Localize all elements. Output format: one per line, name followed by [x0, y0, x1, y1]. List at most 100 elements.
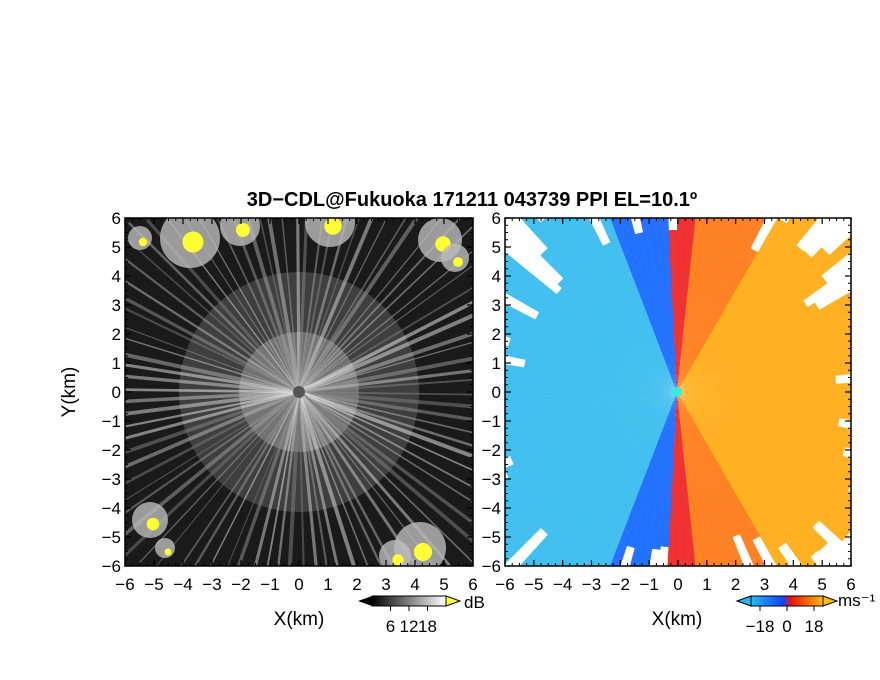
echo-patch: [155, 538, 175, 558]
reflectivity-streak: [298, 331, 473, 394]
velocity-wedge: [550, 218, 677, 392]
x-tick-label: −5: [144, 575, 163, 594]
velocity-wedge: [640, 218, 677, 392]
velocity-wedge: [677, 302, 820, 392]
reflectivity-streak: [281, 218, 300, 393]
velocity-wedge: [505, 392, 677, 448]
reflectivity-streak: [245, 218, 301, 393]
y-tick-label: −1: [482, 412, 501, 431]
reflectivity-streak: [231, 218, 301, 393]
velocity-wedge: [505, 392, 677, 420]
velocity-wedge: [677, 303, 851, 392]
reflectivity-streak: [125, 391, 300, 515]
velocity-wedge: [677, 392, 851, 411]
reflectivity-streak: [125, 257, 300, 393]
velocity-wedge: [677, 218, 788, 392]
reflectivity-streak: [266, 391, 300, 566]
velocity-wedge: [677, 392, 766, 566]
reflectivity-streak: [297, 391, 318, 566]
velocity-wedge: [677, 248, 759, 392]
velocity-wedge: [677, 335, 851, 392]
reflectivity-streak: [298, 300, 473, 394]
colorbar-over-arrow: [445, 595, 462, 607]
echo-patch: [128, 226, 152, 250]
y-tick-label: 3: [112, 296, 121, 315]
velocity-wedge: [540, 392, 677, 536]
x-tick-label: −2: [231, 575, 250, 594]
x-tick-label: 1: [323, 575, 332, 594]
velocity-wedge: [677, 291, 851, 392]
velocity-wedge: [677, 392, 741, 538]
reflectivity-streak: [277, 391, 301, 566]
reflectivity-streak: [298, 391, 473, 503]
y-tick-label: 2: [492, 325, 501, 344]
x-tick-label: 3: [381, 575, 390, 594]
velocity-wedge: [677, 392, 851, 542]
velocity-wedge: [535, 312, 677, 392]
reflectivity-streak: [125, 390, 300, 428]
velocity-wedge: [510, 392, 677, 465]
velocity-wedge: [677, 375, 837, 392]
reflectivity-streak: [125, 388, 300, 394]
colorbar-under-arrow: [358, 596, 372, 606]
echo-patch-strong: [413, 542, 433, 562]
velocity-wedge: [505, 392, 677, 439]
y-tick-label: −4: [102, 499, 121, 518]
velocity-wedge: [677, 392, 828, 551]
velocity-wedge: [677, 392, 846, 456]
velocity-wedge: [677, 392, 820, 528]
y-tick-label: 5: [492, 238, 501, 257]
reflectivity-streak: [125, 390, 300, 404]
velocity-wedge: [505, 392, 677, 547]
reflectivity-streak: [127, 221, 300, 393]
velocity-colorbar: −18 0 18 ms⁻¹: [735, 591, 876, 636]
velocity-wedge: [539, 218, 677, 392]
reflectivity-streak: [125, 236, 300, 393]
y-tick-label: 4: [112, 267, 121, 286]
x-tick-label: −3: [582, 575, 601, 594]
velocity-wedge: [508, 337, 677, 392]
colorbar-tick-label: 6: [386, 617, 395, 636]
reflectivity-streak: [298, 391, 473, 564]
velocity-wedge: [505, 392, 677, 564]
reflectivity-streak: [287, 391, 301, 566]
reflectivity-streak: [298, 313, 473, 394]
reflectivity-streak: [298, 378, 473, 393]
x-tick-label: 5: [817, 575, 826, 594]
velocity-wedge: [540, 247, 677, 392]
velocity-wedge: [668, 229, 678, 392]
y-tick-label: 5: [112, 238, 121, 257]
y-tick-label: −6: [482, 557, 501, 576]
velocity-wedge: [677, 392, 790, 566]
reflectivity-streak: [296, 218, 301, 393]
reflectivity-streak: [125, 374, 300, 394]
echo-patch-strong: [138, 237, 148, 247]
y-tick-label: −3: [102, 470, 121, 489]
velocity-wedge: [667, 392, 677, 566]
velocity-wedge: [677, 364, 851, 392]
velocity-wedge: [677, 250, 812, 392]
echo-patch-strong: [324, 218, 342, 235]
velocity-x-label: X(km): [652, 609, 703, 630]
velocity-wedge: [677, 392, 744, 566]
x-tick-label: −4: [173, 575, 192, 594]
reflectivity-streak: [125, 296, 300, 394]
velocity-field: [505, 218, 851, 566]
y-tick-label: 6: [492, 209, 501, 228]
x-tick-label: −1: [639, 575, 658, 594]
colorbar-velocity-scale: [750, 595, 824, 607]
x-tick-label: 0: [673, 575, 682, 594]
x-tick-label: −2: [611, 575, 630, 594]
x-tick-label: 1: [702, 575, 711, 594]
y-tick-label: 3: [492, 296, 501, 315]
x-tick-label: −6: [495, 575, 514, 594]
reflectivity-streak: [297, 218, 420, 394]
velocity-wedge: [505, 392, 677, 478]
velocity-wedge: [505, 391, 677, 402]
velocity-wedge: [505, 392, 677, 429]
velocity-wedge: [634, 232, 677, 392]
velocity-wedge: [677, 392, 705, 566]
reflectivity-x-label: X(km): [274, 609, 325, 630]
reflectivity-streak: [139, 391, 300, 563]
x-tick-label: 2: [731, 575, 740, 594]
